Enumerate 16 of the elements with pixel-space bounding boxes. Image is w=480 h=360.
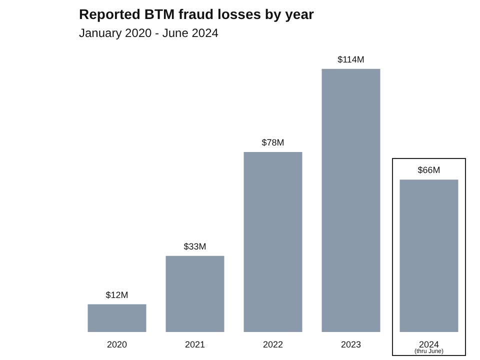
- x-tick-label: 2022: [262, 340, 284, 350]
- bar: [166, 256, 224, 332]
- bar: [322, 68, 380, 332]
- x-tick-label: 2020: [106, 340, 128, 350]
- data-label: $66M: [418, 165, 440, 176]
- bar: [400, 180, 458, 332]
- chart-subtitle: January 2020 - June 2024: [79, 26, 219, 40]
- data-label: $12M: [106, 290, 128, 300]
- data-label: $33M: [184, 241, 206, 252]
- data-label: $114M: [338, 54, 364, 64]
- bar: [244, 152, 302, 332]
- data-label: $78M: [262, 137, 284, 148]
- x-tick-label: 2021: [184, 340, 206, 350]
- chart-title: Reported BTM fraud losses by year: [79, 6, 315, 22]
- x-tick-label: 2023: [340, 340, 362, 350]
- bar: [88, 304, 146, 332]
